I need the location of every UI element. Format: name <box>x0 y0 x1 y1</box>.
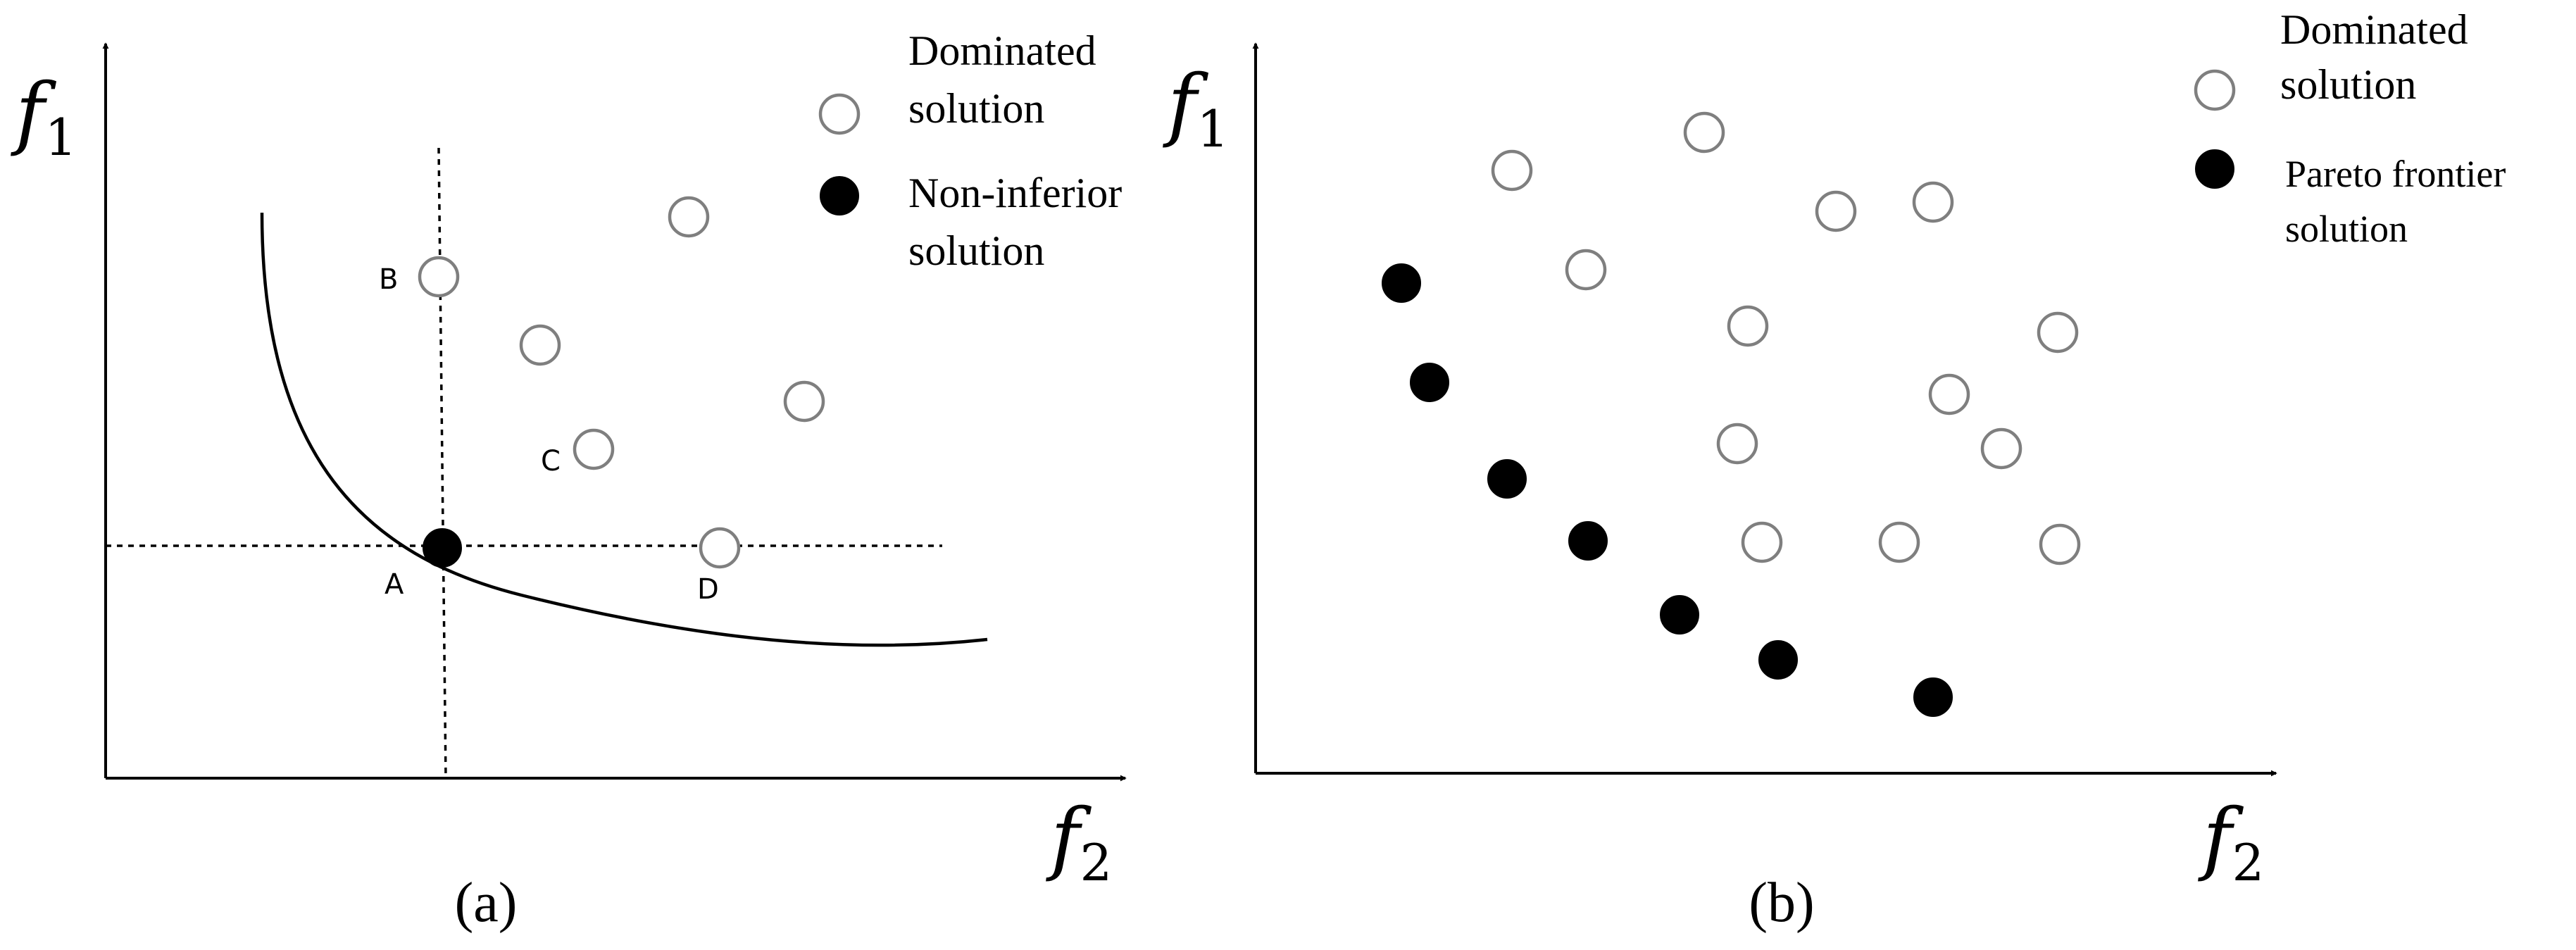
panel-a-front-curve <box>260 212 988 647</box>
panel-b-dominated-point <box>1683 111 1725 154</box>
panel-b-dominated-point <box>1727 305 1769 347</box>
panel-b-dominated-point <box>1912 181 1954 223</box>
panel-a-point-label-c: C <box>541 445 561 477</box>
panel-a-point-d <box>699 527 741 569</box>
panel-a-y-axis-label: f1 <box>11 67 77 167</box>
panel-b-dominated-point <box>1980 427 2022 470</box>
panel-a-legend-dominated-marker <box>818 93 861 135</box>
panel-b-pareto-point <box>1410 363 1449 402</box>
panel-b-legend-pareto-label: Pareto frontier solution <box>2285 153 2515 250</box>
panel-b-pareto-point <box>1382 263 1421 303</box>
panel-a-point-label-d: D <box>697 573 719 606</box>
panel-a-point-b <box>418 256 460 298</box>
panel-a-point <box>668 196 710 238</box>
panel-b-legend-pareto-marker <box>2195 149 2234 189</box>
panel-b-dominated-point <box>1928 373 1970 415</box>
panel-b-legend-dominated-label: Dominated solution <box>2280 6 2479 108</box>
panel-a-legend-noninferior-label: Non-inferior solution <box>908 170 1132 274</box>
panel-b-pareto-point <box>1568 521 1608 561</box>
panel-a-vertical-guide <box>437 147 447 779</box>
panel-b-pareto-point <box>1758 640 1798 680</box>
panel-b-dominated-point <box>1565 249 1607 291</box>
panel-b-x-axis-label: f2 <box>2198 792 2264 892</box>
panel-a-point-label-a: A <box>384 568 404 601</box>
panel-b-dominated-point <box>2039 523 2081 565</box>
panel-a-point <box>783 380 825 423</box>
panel-b-dominated-point <box>1716 423 1758 465</box>
panel-b-pareto-point <box>1660 595 1699 635</box>
panel-a-point-c <box>573 428 615 470</box>
panel-b-dominated-point <box>1878 521 1920 563</box>
panel-a-caption: (a) <box>455 872 518 934</box>
panel-b-dominated-point <box>1491 149 1533 192</box>
panel-b: f1 f2 Dominated solution <box>1163 6 2515 934</box>
panel-b-caption: (b) <box>1749 872 1814 934</box>
panel-a-x-axis-label: f2 <box>1046 792 1112 892</box>
panel-a-point <box>519 324 561 366</box>
panel-b-pareto-point <box>1487 459 1527 499</box>
panel-b-dominated-point <box>1741 521 1783 563</box>
panel-b-legend-dominated-marker <box>2194 69 2236 111</box>
panel-a: f1 f2 A B C D Dominated solution Non-inf <box>11 27 1132 934</box>
panel-b-dominated-point <box>1815 190 1857 232</box>
panel-a-legend-dominated-label: Dominated solution <box>908 27 1107 132</box>
panel-b-dominated-point <box>2037 311 2079 354</box>
panel-b-pareto-point <box>1913 677 1953 717</box>
panel-a-point-a <box>423 528 462 568</box>
panel-a-point-label-b: B <box>379 263 398 296</box>
panel-b-y-axis-label: f1 <box>1163 58 1229 158</box>
panel-a-legend-noninferior-marker <box>820 176 859 215</box>
